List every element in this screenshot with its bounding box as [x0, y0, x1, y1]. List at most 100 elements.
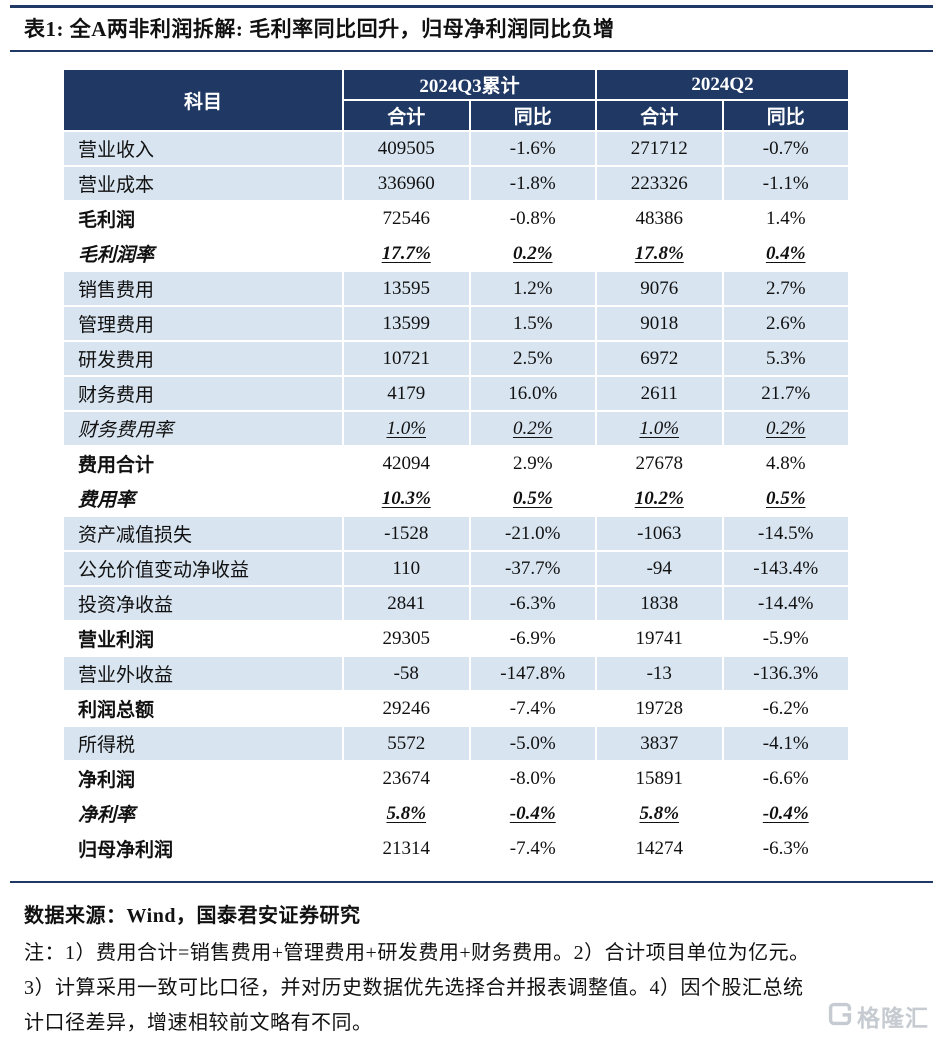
table-row: 财务费用 4179 16.0% 2611 21.7%	[62, 375, 850, 412]
table-row: 研发费用 10721 2.5% 6972 5.3%	[62, 340, 850, 377]
row-value: 21.7%	[721, 375, 850, 412]
row-label: 归母净利润	[62, 830, 344, 867]
row-value: 5.8%	[342, 795, 471, 832]
row-label: 净利润	[62, 760, 344, 797]
row-value: 6972	[595, 340, 724, 377]
table-row: 利润总额 29246 -7.4% 19728 -6.2%	[62, 690, 850, 727]
header-total-q2: 合计	[595, 99, 724, 132]
row-value: 0.2%	[468, 410, 597, 447]
row-label: 净利率	[62, 795, 344, 832]
row-value: 10.3%	[342, 480, 471, 517]
row-value: -143.4%	[721, 550, 850, 587]
row-value: 5572	[342, 725, 471, 762]
row-value: 10721	[342, 340, 471, 377]
row-value: 3837	[595, 725, 724, 762]
row-value: 5.8%	[595, 795, 724, 832]
row-value: -14.5%	[721, 515, 850, 552]
row-value: 16.0%	[468, 375, 597, 412]
row-value: 0.2%	[721, 410, 850, 447]
row-value: 4179	[342, 375, 471, 412]
row-label: 毛利润率	[62, 235, 344, 272]
row-value: 2.6%	[721, 305, 850, 342]
row-value: 2.5%	[468, 340, 597, 377]
row-value: 336960	[342, 165, 471, 202]
row-value: 1.2%	[468, 270, 597, 307]
row-value: 1.4%	[721, 200, 850, 237]
row-label: 资产减值损失	[62, 515, 344, 552]
row-value: -5.0%	[468, 725, 597, 762]
row-value: 15891	[595, 760, 724, 797]
table-row: 净利率 5.8% -0.4% 5.8% -0.4%	[62, 795, 850, 832]
row-value: 29246	[342, 690, 471, 727]
row-value: -14.4%	[721, 585, 850, 622]
row-value: 19741	[595, 620, 724, 657]
table-row: 销售费用 13595 1.2% 9076 2.7%	[62, 270, 850, 307]
table-row: 营业收入 409505 -1.6% 271712 -0.7%	[62, 130, 850, 167]
footer-divider	[10, 881, 933, 883]
header-total-q3: 合计	[342, 99, 471, 132]
row-value: 17.7%	[342, 235, 471, 272]
table-row: 费用率 10.3% 0.5% 10.2% 0.5%	[62, 480, 850, 517]
table-row: 毛利润 72546 -0.8% 48386 1.4%	[62, 200, 850, 237]
row-value: 0.5%	[721, 480, 850, 517]
row-value: -0.7%	[721, 130, 850, 167]
row-value: 409505	[342, 130, 471, 167]
row-label: 销售费用	[62, 270, 344, 307]
row-value: -0.8%	[468, 200, 597, 237]
row-label: 毛利润	[62, 200, 344, 237]
row-label: 费用合计	[62, 445, 344, 482]
row-value: 29305	[342, 620, 471, 657]
table-row: 公允价值变动净收益 110 -37.7% -94 -143.4%	[62, 550, 850, 587]
row-label: 所得税	[62, 725, 344, 762]
row-value: 10.2%	[595, 480, 724, 517]
row-value: -6.3%	[721, 830, 850, 867]
title-block: 表1: 全A两非利润拆解: 毛利率同比回升，归母净利润同比负增	[10, 5, 933, 52]
row-value: 0.2%	[468, 235, 597, 272]
data-source: 数据来源：Wind，国泰君安证券研究	[24, 905, 361, 927]
row-value: 9076	[595, 270, 724, 307]
row-value: 27678	[595, 445, 724, 482]
row-value: 4.8%	[721, 445, 850, 482]
header-group-2024q3: 2024Q3累计	[342, 68, 597, 101]
table-title: 表1: 全A两非利润拆解: 毛利率同比回升，归母净利润同比负增	[24, 17, 615, 41]
table-row: 归母净利润 21314 -7.4% 14274 -6.3%	[62, 830, 850, 867]
table-row: 营业外收益 -58 -147.8% -13 -136.3%	[62, 655, 850, 692]
row-label: 管理费用	[62, 305, 344, 342]
row-value: -13	[595, 655, 724, 692]
row-value: 48386	[595, 200, 724, 237]
row-label: 费用率	[62, 480, 344, 517]
row-value: 1838	[595, 585, 724, 622]
row-value: 21314	[342, 830, 471, 867]
row-value: -136.3%	[721, 655, 850, 692]
row-value: 2841	[342, 585, 471, 622]
gelonghui-logo: 格隆汇	[828, 999, 929, 1033]
row-value: -37.7%	[468, 550, 597, 587]
row-value: 271712	[595, 130, 724, 167]
header-yoy-q2: 同比	[721, 99, 850, 132]
gelonghui-logo-text: 格隆汇	[857, 1005, 929, 1031]
header-subject: 科目	[62, 68, 344, 132]
row-label: 公允价值变动净收益	[62, 550, 344, 587]
row-value: 110	[342, 550, 471, 587]
row-value: 5.3%	[721, 340, 850, 377]
table-row: 营业利润 29305 -6.9% 19741 -5.9%	[62, 620, 850, 657]
footnotes: 注：1）费用合计=销售费用+管理费用+研发费用+财务费用。2）合计项目单位为亿元…	[24, 936, 919, 1041]
row-value: 17.8%	[595, 235, 724, 272]
row-value: 9018	[595, 305, 724, 342]
row-label: 研发费用	[62, 340, 344, 377]
row-label: 投资净收益	[62, 585, 344, 622]
row-value: -1063	[595, 515, 724, 552]
footnote-line: 3）计算采用一致可比口径，并对历史数据优先选择合并报表调整值。4）因个股汇总统	[24, 977, 804, 999]
row-value: -6.9%	[468, 620, 597, 657]
row-value: 14274	[595, 830, 724, 867]
row-value: -7.4%	[468, 690, 597, 727]
footnote-line: 注：1）费用合计=销售费用+管理费用+研发费用+财务费用。2）合计项目单位为亿元…	[24, 942, 810, 964]
row-value: 13595	[342, 270, 471, 307]
row-value: 0.5%	[468, 480, 597, 517]
row-value: -1.1%	[721, 165, 850, 202]
row-value: -58	[342, 655, 471, 692]
row-value: 223326	[595, 165, 724, 202]
header-group-2024q2: 2024Q2	[595, 68, 850, 101]
row-value: 23674	[342, 760, 471, 797]
